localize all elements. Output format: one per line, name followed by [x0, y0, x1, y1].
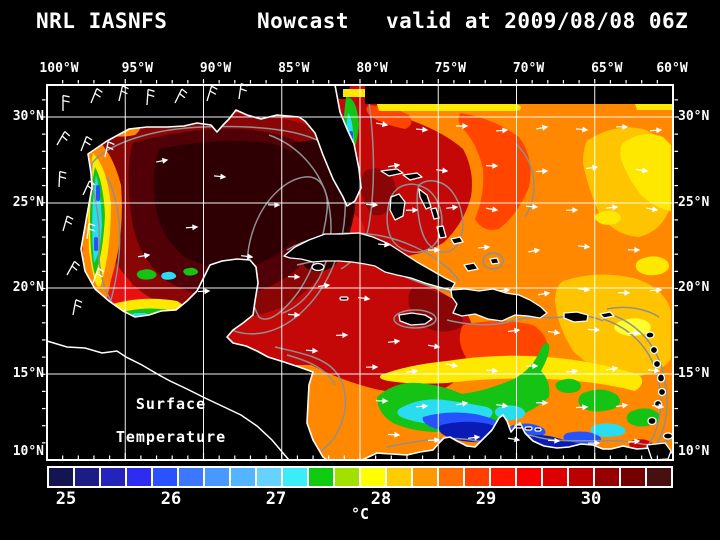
wind-arrows: [138, 121, 665, 447]
lon-label-7: 65°W: [591, 61, 623, 76]
product-title: NRL IASNFS: [36, 9, 168, 33]
colorbar-cell-18: [517, 468, 541, 486]
colorbar-cell-23: [647, 468, 671, 486]
colorbar-cell-10: [309, 468, 333, 486]
colorbar-cell-3: [127, 468, 151, 486]
wind-barbs: [56, 83, 248, 316]
colorbar-tick-29: 29: [475, 489, 497, 509]
lat-right-3: 15°N: [678, 366, 710, 381]
colorbar-cell-0: [49, 468, 73, 486]
lat-left-2: 20°N: [12, 280, 44, 295]
lat-left-1: 25°N: [12, 195, 44, 210]
valid-time: valid at 2009/08/08 06Z: [386, 9, 689, 33]
temperature-colorbar: [47, 466, 673, 488]
colorbar-cell-5: [179, 468, 203, 486]
lon-label-0: 100°W: [39, 61, 79, 76]
colorbar-cell-20: [569, 468, 593, 486]
lon-label-6: 70°W: [512, 61, 545, 76]
colorbar-cell-16: [465, 468, 489, 486]
colorbar-cell-6: [205, 468, 229, 486]
lat-right-1: 25°N: [678, 195, 710, 210]
colorbar-cell-4: [153, 468, 177, 486]
lat-right-4: 10°N: [678, 444, 710, 459]
map-border: [46, 84, 674, 461]
frame-ticks: [41, 79, 679, 459]
colorbar-cell-15: [439, 468, 463, 486]
annotation-temperature: Temperature: [115, 428, 227, 446]
annotation-surface: Surface: [135, 395, 207, 413]
colorbar-unit: °C: [350, 505, 370, 523]
lat-left-3: 15°N: [12, 366, 44, 381]
colorbar-cell-9: [283, 468, 307, 486]
colorbar-cell-12: [361, 468, 385, 486]
lat-left-0: 30°N: [12, 109, 44, 124]
colorbar-tick-26: 26: [160, 489, 182, 509]
colorbar-cell-1: [75, 468, 99, 486]
colorbar-cell-11: [335, 468, 359, 486]
colorbar-tick-28: 28: [370, 489, 392, 509]
colorbar-tick-25: 25: [55, 489, 77, 509]
lon-label-3: 85°W: [278, 61, 310, 76]
colorbar-cell-21: [595, 468, 619, 486]
colorbar-cell-2: [101, 468, 125, 486]
lon-label-8: 60°W: [656, 61, 688, 76]
lat-right-0: 30°N: [678, 109, 710, 124]
colorbar-cell-19: [543, 468, 567, 486]
colorbar-tick-27: 27: [265, 489, 287, 509]
colorbar-cell-17: [491, 468, 515, 486]
product-mode: Nowcast: [257, 9, 350, 33]
colorbar-cell-8: [257, 468, 281, 486]
lon-label-5: 75°W: [434, 61, 466, 76]
sst-map: [41, 79, 679, 461]
grid-lines: [47, 85, 673, 460]
colorbar-tick-30: 30: [580, 489, 602, 509]
colorbar-cell-22: [621, 468, 645, 486]
colorbar-cell-14: [413, 468, 437, 486]
lon-label-1: 95°W: [121, 61, 153, 76]
lon-label-4: 80°W: [356, 61, 388, 76]
lat-left-4: 10°N: [12, 444, 44, 459]
lon-label-2: 90°W: [199, 61, 232, 76]
colorbar-cell-13: [387, 468, 411, 486]
lat-right-2: 20°N: [678, 280, 710, 295]
colorbar-cell-7: [231, 468, 255, 486]
